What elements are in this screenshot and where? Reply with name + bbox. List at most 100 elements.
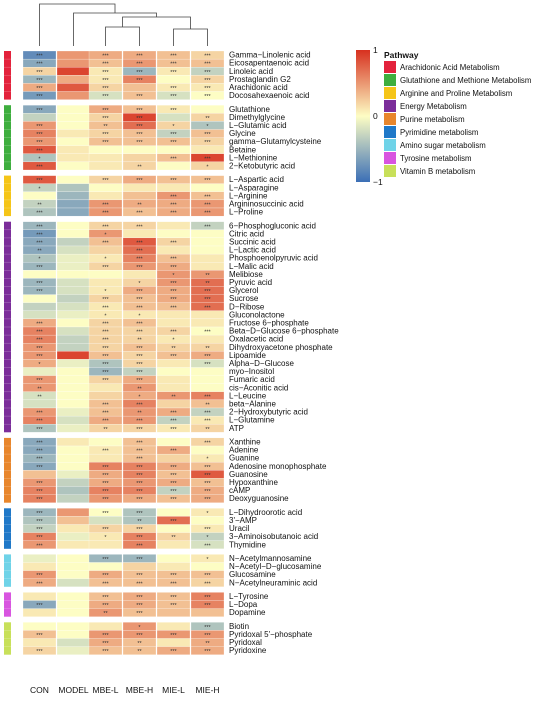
significance-stars: *** <box>36 78 43 84</box>
heatmap-cell <box>56 270 91 279</box>
heatmap-cell <box>190 318 225 328</box>
significance-stars: *** <box>36 535 43 541</box>
row-label: L−Dopa <box>229 600 258 609</box>
significance-stars: *** <box>136 378 143 384</box>
significance-stars: ** <box>137 411 142 417</box>
heatmap-cell <box>56 592 91 601</box>
heatmap-cell <box>156 75 191 84</box>
heatmap-cell <box>156 540 191 549</box>
heatmap-cell <box>88 424 123 433</box>
heatmap-cell <box>22 638 57 647</box>
significance-stars: *** <box>204 78 211 84</box>
significance-stars: *** <box>102 473 109 479</box>
row-label: Dopamine <box>229 608 266 617</box>
heatmap-cell <box>56 437 91 447</box>
significance-stars: *** <box>136 211 143 217</box>
heatmap-cell <box>190 424 225 433</box>
row-label: cAMP <box>229 486 250 495</box>
row-label: Citric acid <box>229 229 264 238</box>
significance-stars: *** <box>136 557 143 563</box>
significance-stars: * <box>104 535 107 541</box>
significance-stars: * <box>206 165 209 171</box>
heatmap-cell <box>122 207 157 217</box>
row-label: cis−Aconitic acid <box>229 383 288 392</box>
heatmap-cell <box>88 278 123 287</box>
significance-stars: *** <box>204 132 211 138</box>
heatmap-cell <box>190 516 225 525</box>
heatmap-cell <box>190 367 225 376</box>
significance-stars: *** <box>102 633 109 639</box>
significance-stars: *** <box>136 94 143 100</box>
row-label: Deoxyguanosine <box>229 494 289 503</box>
heatmap-cell <box>56 113 91 122</box>
heatmap-cell <box>190 161 225 171</box>
row-label: L−Asparagine <box>229 183 279 192</box>
heatmap-cell <box>122 424 157 433</box>
row-label: Eicosapentaenoic acid <box>229 59 309 68</box>
significance-stars: ** <box>205 403 210 409</box>
significance-stars: * <box>38 362 41 368</box>
row-label: N−Acetylmannosamine <box>229 554 312 563</box>
heatmap-cell <box>122 578 157 587</box>
heatmap-cell <box>88 578 123 587</box>
legend-swatch <box>384 61 396 73</box>
significance-stars: * <box>38 156 41 162</box>
significance-stars: *** <box>170 62 177 68</box>
significance-stars: *** <box>136 489 143 495</box>
significance-stars: *** <box>136 441 143 447</box>
significance-stars: *** <box>204 595 211 601</box>
significance-stars: *** <box>36 232 43 238</box>
significance-stars: *** <box>136 473 143 479</box>
significance-stars: ** <box>103 427 108 433</box>
significance-stars: * <box>172 124 175 130</box>
significance-stars: *** <box>170 140 177 146</box>
significance-stars: ** <box>171 535 176 541</box>
significance-stars: *** <box>36 124 43 130</box>
significance-stars: *** <box>36 457 43 463</box>
column-label: CON <box>30 685 49 695</box>
heatmap-cell <box>156 91 191 100</box>
significance-stars: *** <box>204 140 211 146</box>
significance-stars: *** <box>102 70 109 76</box>
heatmap-cell <box>122 270 157 279</box>
legend-swatch <box>384 74 396 86</box>
row-label: Glycerol <box>229 286 259 295</box>
legend-label: Pyrimidine metabolism <box>400 128 478 137</box>
heatmap-cell <box>88 245 123 255</box>
significance-stars: *** <box>136 241 143 247</box>
significance-stars: *** <box>136 62 143 68</box>
row-label: L−Lactic acid <box>229 246 276 255</box>
legend-title: Pathway <box>384 50 419 60</box>
significance-stars: * <box>38 186 41 192</box>
significance-stars: *** <box>36 241 43 247</box>
heatmap-cell <box>122 540 157 549</box>
legend-swatch <box>384 152 396 164</box>
row-label: Guanosine <box>229 470 268 479</box>
significance-stars: *** <box>102 581 109 587</box>
significance-stars: *** <box>36 178 43 184</box>
significance-stars: *** <box>36 346 43 352</box>
significance-stars: * <box>206 557 209 563</box>
colorbar-tick-label: −1 <box>373 177 383 187</box>
heatmap-cell <box>56 486 91 495</box>
significance-stars: *** <box>36 511 43 517</box>
significance-stars: *** <box>170 473 177 479</box>
significance-stars: *** <box>170 519 177 525</box>
colorbar-rect <box>356 50 370 182</box>
heatmap-cell <box>56 608 91 617</box>
significance-stars: ** <box>137 519 142 525</box>
significance-stars: *** <box>204 481 211 487</box>
significance-stars: *** <box>102 497 109 503</box>
heatmap-cell <box>22 113 57 122</box>
significance-stars: *** <box>102 305 109 311</box>
heatmap-cell <box>122 145 157 154</box>
significance-stars: *** <box>204 465 211 471</box>
heatmap-cell <box>190 494 225 503</box>
row-label: L−Methionine <box>229 153 278 162</box>
significance-stars: *** <box>36 330 43 336</box>
significance-stars: *** <box>136 573 143 579</box>
significance-stars: *** <box>136 178 143 184</box>
heatmap-cell <box>88 516 123 525</box>
significance-stars: *** <box>136 54 143 60</box>
